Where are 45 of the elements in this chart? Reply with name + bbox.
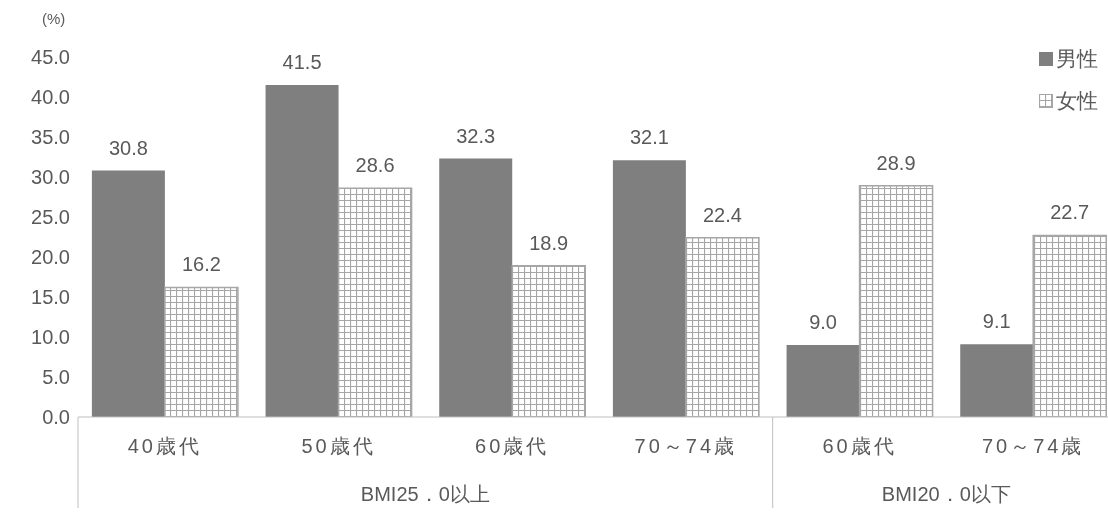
x-tick-label: 70～74歳 <box>981 435 1085 457</box>
y-tick-label: 45.0 <box>31 46 70 69</box>
y-tick-label: 35.0 <box>31 126 70 149</box>
data-label: 41.5 <box>282 51 322 73</box>
data-label: 28.6 <box>355 154 395 177</box>
y-axis-title: (%) <box>42 10 66 27</box>
data-label: 30.8 <box>108 136 148 159</box>
bar <box>439 158 513 417</box>
bar <box>786 345 860 417</box>
x-tick-label: 60歳代 <box>475 435 550 457</box>
data-label: 9.1 <box>982 310 1011 333</box>
bar <box>91 170 165 417</box>
x-tick-label: 50歳代 <box>301 435 376 457</box>
x-tick-label: 70～74歳 <box>634 435 738 457</box>
bar <box>164 286 239 417</box>
data-label: 22.4 <box>702 203 742 226</box>
text: BMI20．0以下 <box>881 483 1011 505</box>
legend-label: 男性 <box>1056 46 1098 72</box>
bar <box>685 237 760 417</box>
y-tick-label: 20.0 <box>31 246 70 269</box>
bar <box>1032 234 1107 417</box>
text: BMI25．0以上 <box>360 483 490 505</box>
data-label: 22.7 <box>1050 201 1090 224</box>
x-tick-label: 60歳代 <box>822 435 897 457</box>
bar <box>337 187 413 417</box>
data-label: 32.1 <box>629 126 669 149</box>
y-tick-label: 25.0 <box>31 206 70 229</box>
data-label: 16.2 <box>181 253 221 276</box>
bar <box>511 265 586 417</box>
y-tick-label: 15.0 <box>31 286 70 309</box>
y-tick-label: 30.0 <box>31 166 70 189</box>
bar <box>612 160 686 417</box>
bar <box>858 185 934 417</box>
legend-label: 女性 <box>1056 88 1098 114</box>
data-label: 18.9 <box>529 231 569 254</box>
y-tick-label: 5.0 <box>42 366 70 389</box>
y-tick-label: 0.0 <box>42 406 70 429</box>
bar <box>960 344 1034 417</box>
data-label: 32.3 <box>456 124 496 147</box>
y-tick-label: 10.0 <box>31 326 70 349</box>
x-tick-label: 40歳代 <box>127 435 202 457</box>
data-label: 28.9 <box>876 151 916 174</box>
y-tick-label: 40.0 <box>31 86 70 109</box>
data-label: 9.0 <box>809 311 837 333</box>
bar <box>265 85 339 417</box>
